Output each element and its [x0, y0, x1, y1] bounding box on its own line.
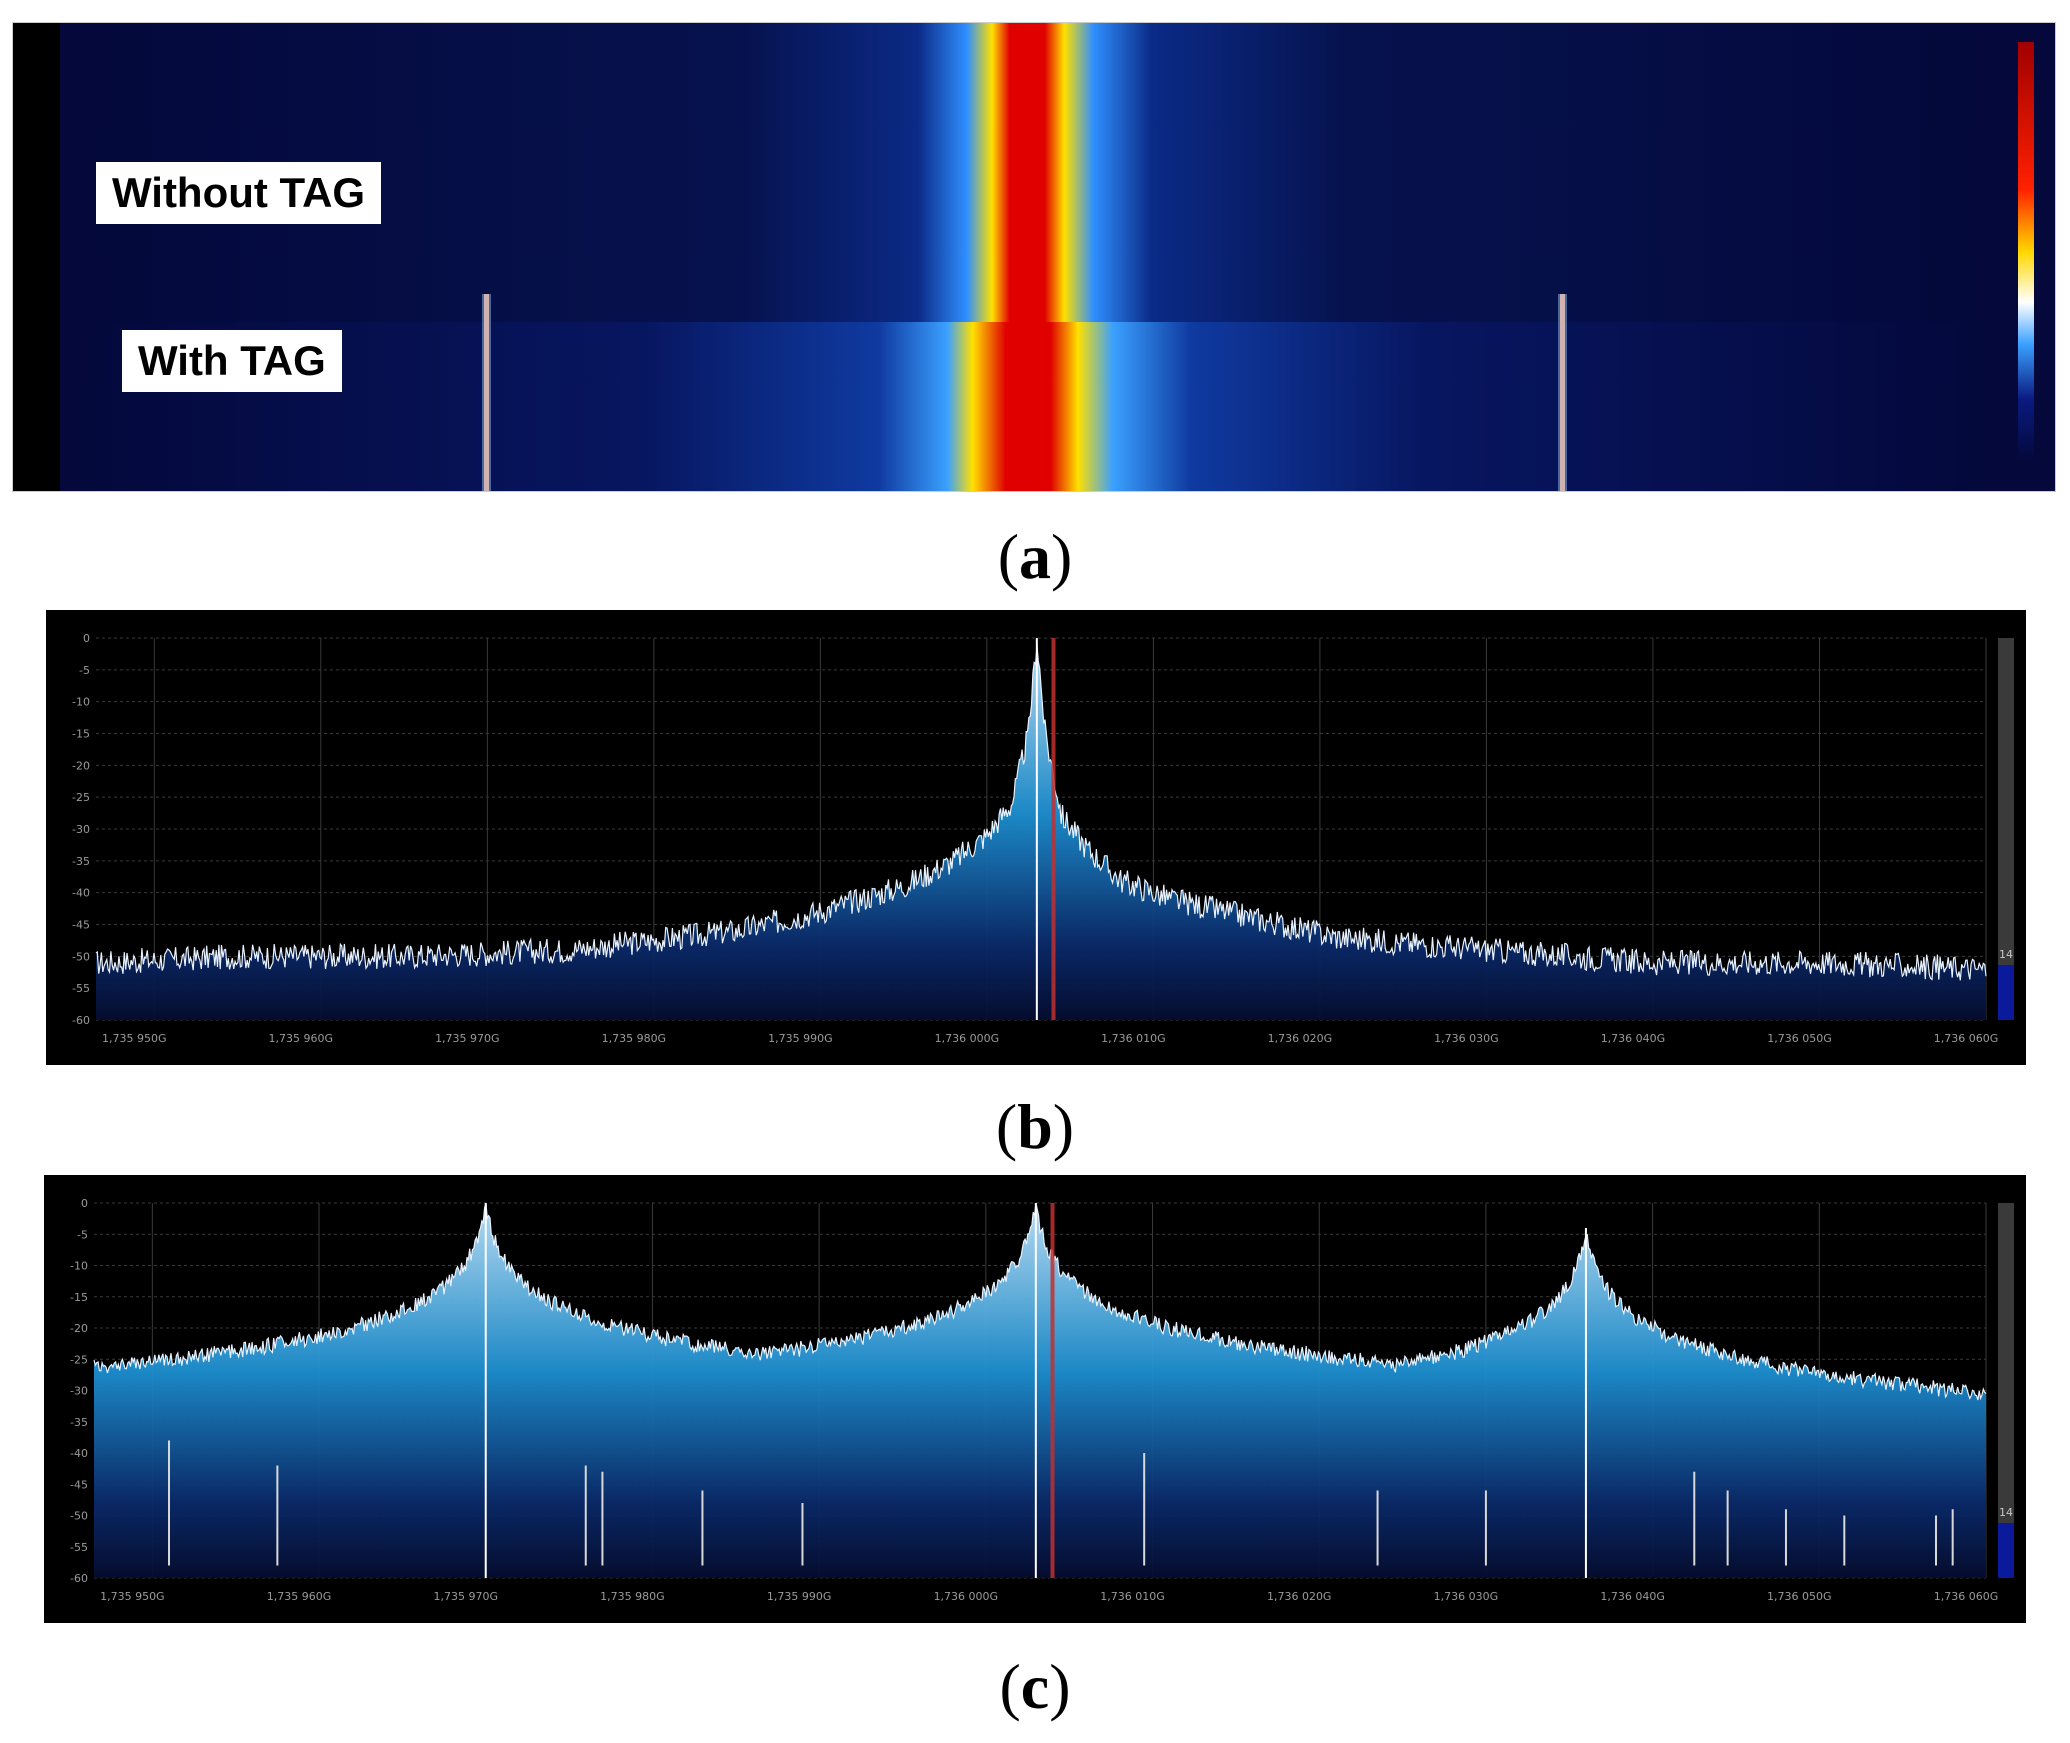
waterfall-upper-band — [60, 22, 2010, 322]
x-tick-label: 1,736 060G — [1934, 1032, 1999, 1045]
y-tick-label: -35 — [72, 855, 90, 868]
tuning-marker — [1050, 1203, 1055, 1578]
x-tick-label: 1,736 050G — [1767, 1032, 1832, 1045]
y-tick-label: -30 — [70, 1385, 88, 1398]
x-tick-label: 1,735 950G — [100, 1590, 165, 1603]
level-bar-fill — [1998, 1523, 2014, 1578]
x-tick-label: 1,735 990G — [768, 1032, 833, 1045]
y-tick-label: -5 — [79, 664, 90, 677]
y-tick-label: -55 — [72, 982, 90, 995]
x-tick-label: 1,735 970G — [435, 1032, 500, 1045]
x-tick-label: 1,736 020G — [1268, 1032, 1333, 1045]
y-tick-label: 0 — [81, 1197, 88, 1210]
y-tick-label: -10 — [72, 696, 90, 709]
spectrum-area — [94, 1203, 1986, 1578]
x-tick-label: 1,736 000G — [934, 1590, 999, 1603]
spectrum-chart-b: 0 -5 -10 -15 -20 -25 -30 -35 -40 -45 -50 -55 -60 1,73… — [46, 610, 2026, 1065]
caption-b: (b) — [995, 1091, 1075, 1162]
x-tick-label: 1,736 020G — [1267, 1590, 1332, 1603]
y-tick-label: -55 — [70, 1541, 88, 1554]
y-tick-label: -5 — [77, 1228, 88, 1241]
tag-sideband-right — [1560, 294, 1565, 492]
x-tick-label: 1,736 030G — [1434, 1590, 1499, 1603]
y-tick-label: -25 — [70, 1353, 88, 1366]
x-tick-label: 1,736 050G — [1767, 1590, 1832, 1603]
colorbar — [2018, 42, 2034, 462]
y-tick-label: 0 — [83, 632, 90, 645]
y-tick-label: -15 — [72, 728, 90, 741]
y-tick-label: -20 — [72, 759, 90, 772]
spectrum-panel-b: 0 -5 -10 -15 -20 -25 -30 -35 -40 -45 -50 -55 -60 1,73… — [46, 610, 2026, 1065]
y-tick-label: -45 — [70, 1478, 88, 1491]
y-tick-label: -60 — [72, 1014, 90, 1027]
x-tick-label: 1,736 030G — [1434, 1032, 1499, 1045]
x-tick-label: 1,735 960G — [267, 1590, 332, 1603]
spectrum-trace — [95, 645, 1987, 981]
level-bar-fill — [1998, 965, 2014, 1020]
x-tick-label: 1,736 040G — [1601, 1032, 1666, 1045]
x-tick-label: 1,736 010G — [1101, 1032, 1166, 1045]
x-tick-label: 1,736 010G — [1100, 1590, 1165, 1603]
y-tick-label: -10 — [70, 1260, 88, 1273]
x-tick-label: 1,736 040G — [1600, 1590, 1665, 1603]
tag-sideband-left — [484, 294, 489, 492]
spectrum-trace — [93, 1202, 1987, 1401]
x-tick-label: 1,735 980G — [602, 1032, 667, 1045]
tuning-marker — [1051, 638, 1056, 1020]
level-value: 14 — [1999, 1506, 2013, 1519]
y-tick-label: -25 — [72, 791, 90, 804]
label-without-tag: Without TAG — [96, 162, 382, 224]
caption-a: (a) — [997, 521, 1073, 592]
level-value: 14 — [1999, 948, 2013, 961]
x-tick-label: 1,736 000G — [935, 1032, 1000, 1045]
y-tick-label: -30 — [72, 823, 90, 836]
caption-c: (c) — [999, 1651, 1071, 1722]
spectrum-area — [96, 645, 1986, 1020]
spectrum-chart-c: 0 -5 -10 -15 -20 -25 -30 -35 -40 -45 -50 -55 -60 1,73… — [44, 1175, 2026, 1623]
y-tick-label: -50 — [72, 950, 90, 963]
y-tick-label: -60 — [70, 1572, 88, 1585]
spectrum-panel-c: 0 -5 -10 -15 -20 -25 -30 -35 -40 -45 -50 -55 -60 1,73… — [44, 1175, 2026, 1623]
y-tick-label: -40 — [70, 1447, 88, 1460]
y-tick-label: -40 — [72, 887, 90, 900]
x-tick-label: 1,735 980G — [600, 1590, 665, 1603]
y-tick-label: -35 — [70, 1416, 88, 1429]
waterfall-lower-band — [60, 322, 2010, 492]
x-tick-label: 1,735 950G — [102, 1032, 167, 1045]
y-tick-label: -50 — [70, 1510, 88, 1523]
level-bar — [1998, 1203, 2014, 1578]
level-bar — [1998, 638, 2014, 1020]
waterfall-panel: Without TAG With TAG — [11, 21, 2057, 493]
x-tick-label: 1,735 990G — [767, 1590, 832, 1603]
waterfall-display — [11, 21, 2057, 493]
y-tick-label: -45 — [72, 919, 90, 932]
y-tick-label: -15 — [70, 1291, 88, 1304]
x-tick-label: 1,735 970G — [433, 1590, 498, 1603]
label-with-tag: With TAG — [122, 330, 342, 392]
y-tick-label: -20 — [70, 1322, 88, 1335]
x-tick-label: 1,736 060G — [1934, 1590, 1999, 1603]
x-tick-label: 1,735 960G — [269, 1032, 334, 1045]
